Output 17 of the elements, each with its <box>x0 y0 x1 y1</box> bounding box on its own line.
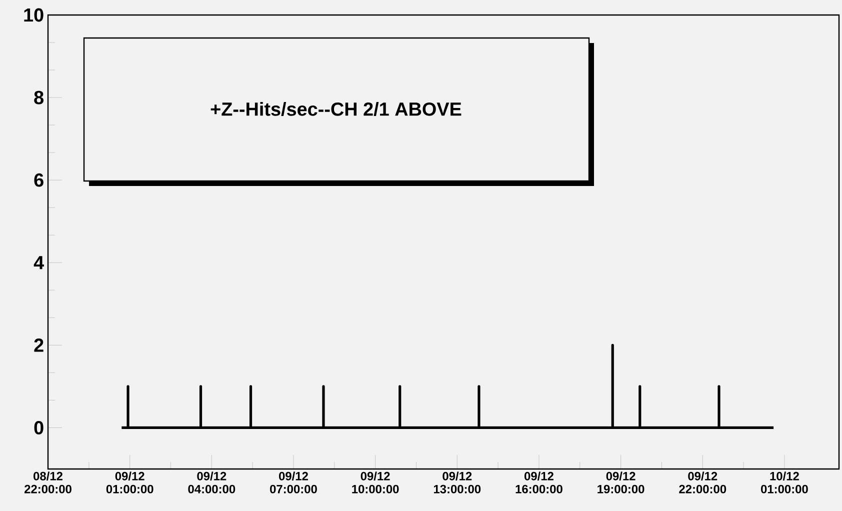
y-tick-label: 2 <box>34 338 44 352</box>
x-tick-label: 10/12 01:00:00 <box>761 472 808 494</box>
x-tick-label: 08/12 22:00:00 <box>24 472 72 494</box>
y-tick-label: 8 <box>34 90 44 104</box>
x-tick-label: 09/12 01:00:00 <box>106 472 154 494</box>
y-tick-label: 4 <box>34 256 44 270</box>
x-tick-label: 09/12 19:00:00 <box>598 472 644 494</box>
y-tick-label: 10 <box>24 8 44 22</box>
annotation: +Z--Hits/sec--CH 2/1 ABOVE <box>210 102 462 116</box>
y-tick-label: 6 <box>34 173 44 187</box>
y-tick-label: 0 <box>34 421 44 434</box>
x-tick-label: 09/12 10:00:00 <box>352 472 399 494</box>
x-tick-label: 09/12 16:00:00 <box>516 472 562 494</box>
x-tick-label: 09/12 22:00:00 <box>679 472 726 494</box>
x-tick-label: 09/12 04:00:00 <box>188 472 236 494</box>
x-tick-label: 09/12 07:00:00 <box>270 472 317 494</box>
x-tick-label: 09/12 13:00:00 <box>434 472 481 494</box>
